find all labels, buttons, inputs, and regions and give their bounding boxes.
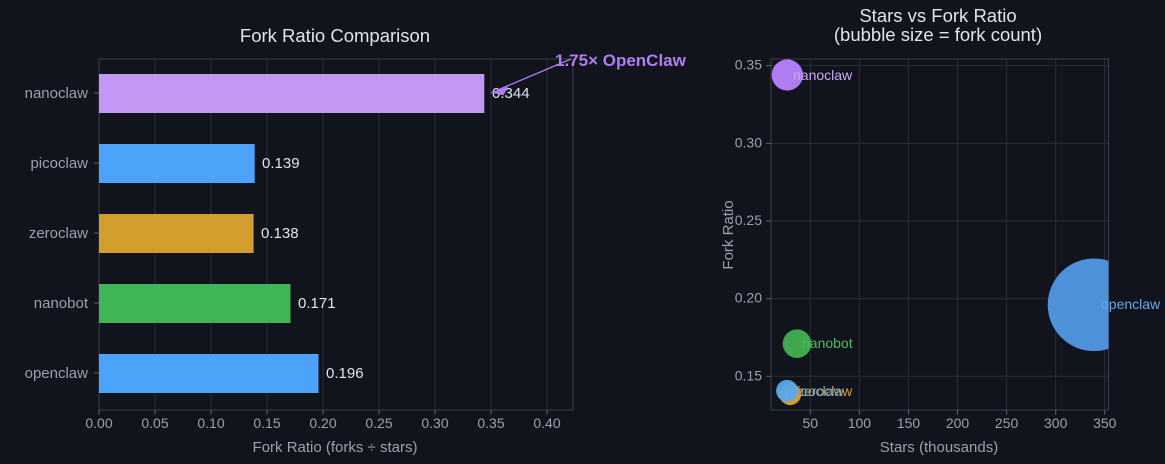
svg-text:nanobot: nanobot	[802, 335, 853, 351]
svg-text:0.40: 0.40	[533, 415, 560, 431]
svg-text:0.138: 0.138	[261, 225, 299, 242]
svg-text:Fork Ratio Comparison: Fork Ratio Comparison	[240, 25, 430, 46]
svg-text:nanobot: nanobot	[34, 295, 89, 312]
svg-text:picoclaw: picoclaw	[790, 383, 845, 399]
svg-text:0.35: 0.35	[477, 415, 504, 431]
svg-text:Stars vs Fork Ratio: Stars vs Fork Ratio	[859, 5, 1016, 26]
svg-text:0.10: 0.10	[197, 415, 224, 431]
svg-text:0.171: 0.171	[298, 295, 336, 312]
svg-text:Fork Ratio: Fork Ratio	[720, 200, 737, 269]
svg-text:picoclaw: picoclaw	[30, 155, 88, 172]
svg-text:0.30: 0.30	[421, 415, 448, 431]
svg-text:openclaw: openclaw	[1101, 296, 1161, 312]
svg-text:nanoclaw: nanoclaw	[793, 67, 853, 83]
svg-text:150: 150	[897, 415, 921, 431]
svg-text:Stars (thousands): Stars (thousands)	[880, 439, 998, 456]
svg-text:200: 200	[946, 415, 970, 431]
svg-text:0.00: 0.00	[85, 415, 112, 431]
svg-text:0.196: 0.196	[326, 365, 364, 382]
svg-text:0.05: 0.05	[141, 415, 168, 431]
svg-text:0.30: 0.30	[735, 134, 762, 150]
svg-text:0.35: 0.35	[735, 57, 762, 73]
svg-text:250: 250	[995, 415, 1019, 431]
svg-text:100: 100	[848, 415, 872, 431]
svg-text:0.15: 0.15	[253, 415, 280, 431]
svg-text:0.139: 0.139	[262, 155, 300, 172]
svg-text:(bubble size = fork count): (bubble size = fork count)	[834, 24, 1042, 45]
svg-text:0.20: 0.20	[309, 415, 336, 431]
svg-text:1.75× OpenClaw: 1.75× OpenClaw	[555, 51, 687, 70]
svg-text:0.25: 0.25	[365, 415, 392, 431]
svg-text:300: 300	[1044, 415, 1068, 431]
svg-text:openclaw: openclaw	[25, 365, 89, 382]
svg-text:50: 50	[803, 415, 819, 431]
svg-text:nanoclaw: nanoclaw	[25, 85, 89, 102]
svg-text:0.25: 0.25	[735, 212, 762, 228]
svg-text:350: 350	[1093, 415, 1117, 431]
svg-text:0.15: 0.15	[735, 367, 762, 383]
svg-text:Fork Ratio (forks ÷ stars): Fork Ratio (forks ÷ stars)	[253, 439, 418, 456]
svg-text:zeroclaw: zeroclaw	[29, 225, 88, 242]
svg-text:0.20: 0.20	[735, 290, 762, 306]
